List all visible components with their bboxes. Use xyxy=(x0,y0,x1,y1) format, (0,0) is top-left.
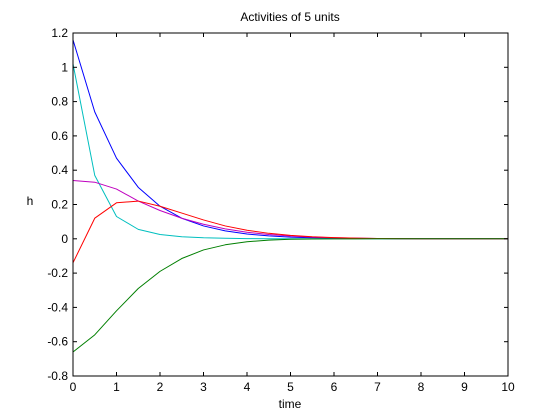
y-tick-label: 0 xyxy=(61,232,68,246)
series-line-3 xyxy=(72,179,509,240)
x-tick-label: 0 xyxy=(70,380,77,394)
y-tick-label: -0.4 xyxy=(47,300,68,314)
y-tick-label: -0.8 xyxy=(47,369,68,383)
y-tick-label: 0.6 xyxy=(51,129,68,143)
y-tick-label: 1 xyxy=(61,60,68,74)
x-tick-label: 8 xyxy=(418,380,425,394)
x-tick-label: 6 xyxy=(331,380,338,394)
series-line-4 xyxy=(72,200,508,264)
y-tick-label: -0.2 xyxy=(47,266,68,280)
x-tick-label: 7 xyxy=(374,380,381,394)
y-tick-label: 0.4 xyxy=(51,163,68,177)
x-tick-label: 5 xyxy=(287,380,294,394)
y-tick-label: 1.2 xyxy=(51,26,68,40)
x-tick-label: 2 xyxy=(157,380,164,394)
series-line-2 xyxy=(72,63,508,240)
x-tick-label: 4 xyxy=(244,380,251,394)
chart-title: Activities of 5 units xyxy=(240,10,339,24)
plot-area-frame xyxy=(72,32,509,377)
y-tick-label: 0.8 xyxy=(51,95,68,109)
y-tick-label: 0.2 xyxy=(51,198,68,212)
x-axis-label: time xyxy=(279,397,302,411)
x-tick-label: 10 xyxy=(501,380,515,394)
y-axis-label: h xyxy=(27,194,34,208)
series-line-1 xyxy=(72,39,508,240)
series-line-5 xyxy=(72,238,508,353)
tick-layer: 0 1 2 3 4 5 6 7 8 9 10 -0.8 -0.6 -0.4 -0.2 0 0.2 0.4 0.6 0.… xyxy=(47,26,515,394)
x-tick-label: 1 xyxy=(113,380,120,394)
series-layer xyxy=(72,39,509,353)
y-tick-label: -0.6 xyxy=(47,335,68,349)
x-tick-label: 3 xyxy=(200,380,207,394)
x-tick-label: 9 xyxy=(461,380,468,394)
